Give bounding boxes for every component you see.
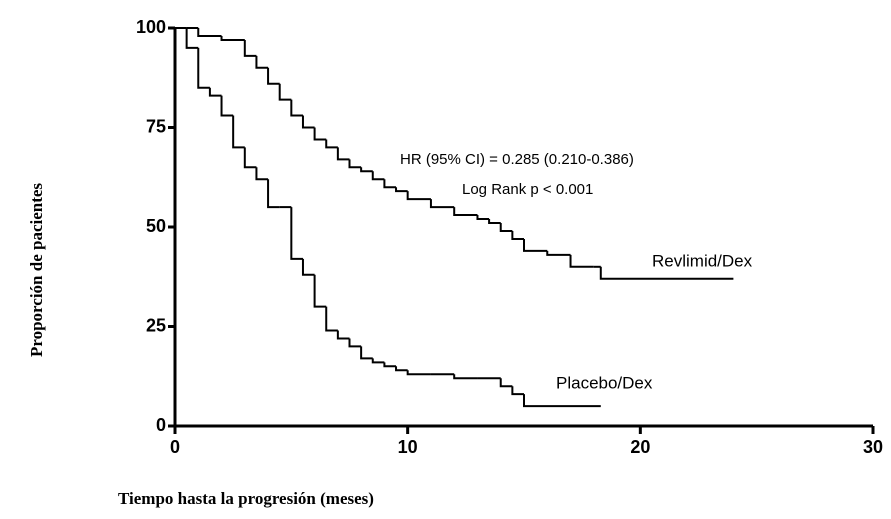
km-step [599,266,734,280]
km-step [255,167,269,181]
km-step [348,338,362,348]
km-step [220,35,245,41]
km-step [197,47,210,89]
km-step [569,254,594,268]
km-step [185,28,199,49]
km-step [395,366,408,372]
km-step [523,238,548,252]
x-tick-label: 20 [630,437,650,457]
km-step [476,215,490,221]
km-step [371,358,385,364]
km-step [546,250,571,256]
km-step [267,67,280,85]
km-step [243,147,257,169]
y-axis-title: Proporción de pacientes [27,183,46,357]
km-step [255,55,269,69]
km-step [278,83,292,101]
km-step [371,171,385,181]
km-step [208,87,222,97]
y-tick-label: 25 [146,315,166,335]
y-tick-label: 50 [146,216,166,236]
annotation: Log Rank p < 0.001 [462,181,593,198]
km-step [360,167,373,173]
km-step [197,28,222,37]
km-step [406,370,431,376]
km-step [395,187,408,193]
km-step [325,306,338,332]
km-step [453,207,478,217]
km-step [313,274,327,308]
km-step [336,147,350,161]
x-tick-label: 0 [170,437,180,457]
x-axis-title: Tiempo hasta la progresión (meses) [118,489,374,508]
km-step [348,159,362,169]
km-step [243,39,257,57]
x-tick-label: 10 [398,437,418,457]
km-step [499,378,513,388]
km-step [301,115,315,129]
x-tick-label: 30 [863,437,883,457]
km-step [301,258,315,276]
km-step [267,179,280,209]
km-step [360,346,373,360]
km-step [429,199,455,209]
km-step [290,99,303,117]
km-step [325,139,338,149]
series-label: Placebo/Dex [556,373,653,392]
km-step [232,115,245,149]
km-step [453,374,478,380]
km-step [511,386,524,396]
km-step [220,95,234,117]
y-tick-label: 75 [146,116,166,136]
annotation: HR (95% CI) = 0.285 (0.210-0.386) [400,151,634,168]
series-label: Revlimid/Dex [652,251,753,270]
km-step [511,230,524,240]
km-step [383,362,397,368]
km-step [523,394,601,408]
km-step [383,179,397,189]
km-step [488,219,501,225]
km-step [313,127,327,141]
km-step [499,223,513,232]
km-step [336,330,350,340]
y-tick-label: 0 [156,415,166,435]
km-step [406,191,431,201]
km-step [290,207,303,260]
y-tick-label: 100 [136,17,166,37]
